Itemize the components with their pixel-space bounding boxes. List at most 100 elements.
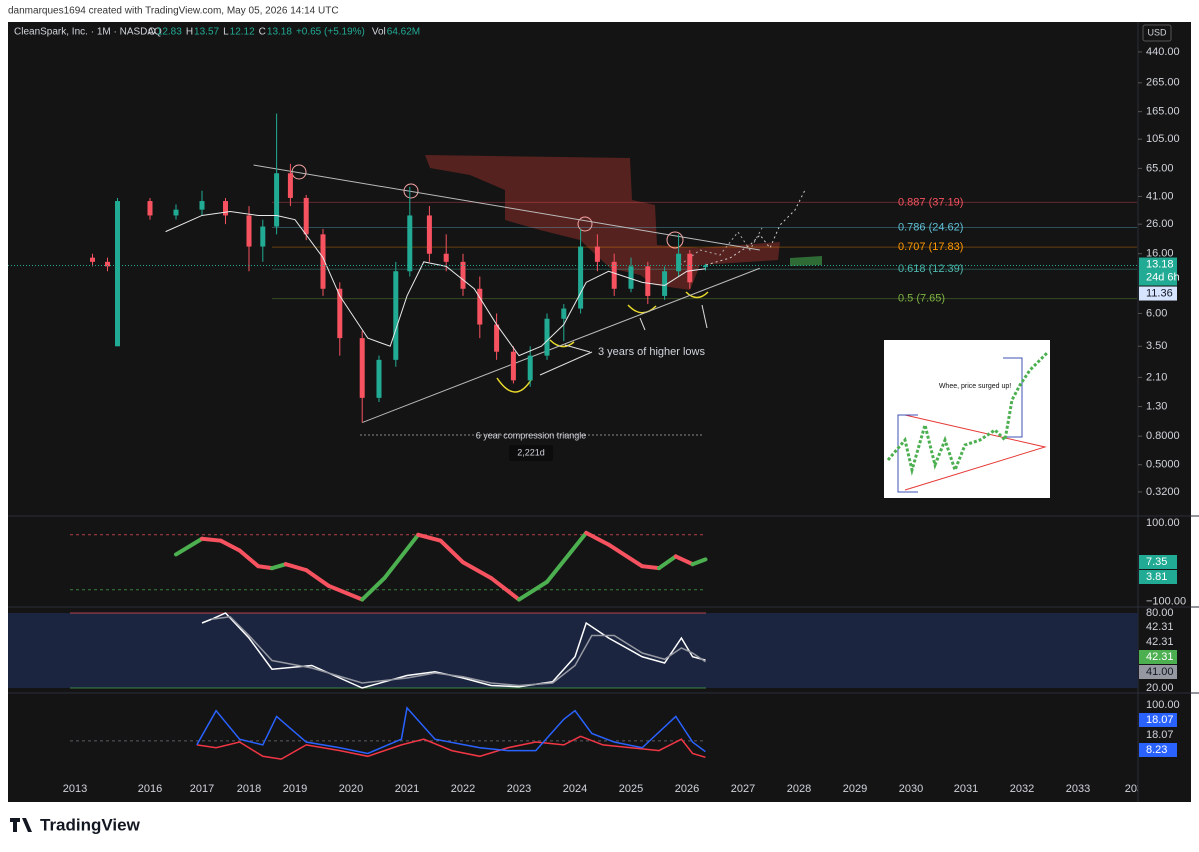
moving-average	[165, 211, 706, 357]
other-price: 11.36	[1146, 287, 1173, 299]
fib-label: 0.786 (24.62)	[898, 221, 963, 233]
indicator-line	[211, 615, 706, 687]
countdown: 24d 6h	[1146, 271, 1180, 283]
annotation: 3 years of higher lows	[598, 346, 705, 358]
inset-text: Whee, price surged up!	[939, 383, 1011, 390]
value-badge-bg	[1139, 650, 1177, 664]
x-tick-label: 2022	[451, 783, 475, 795]
y-tick-label: 26.00	[1146, 218, 1174, 230]
x-tick-label: 2028	[787, 783, 811, 795]
oscillator-segment	[218, 538, 242, 553]
x-tick-label: 2024	[563, 783, 587, 795]
value-badge: 7.35	[1146, 556, 1167, 568]
arrow	[564, 344, 591, 353]
y-tick-label: 1.30	[1146, 400, 1167, 412]
oscillator-segment	[640, 564, 661, 571]
candle-body	[611, 261, 617, 289]
value-badge: 18.07	[1146, 714, 1174, 726]
inset-candles	[886, 350, 1050, 476]
y-tick-label: 65.00	[1146, 162, 1174, 174]
y-tick-label: 6.00	[1146, 307, 1167, 319]
value-badge-bg	[1139, 635, 1177, 649]
value-badge: 3.81	[1146, 571, 1167, 583]
y-tick-label: 265.00	[1146, 77, 1180, 89]
oscillator-segment	[270, 562, 288, 571]
x-tick-label: 2019	[283, 783, 307, 795]
candle-body	[645, 266, 651, 296]
x-tick-label: 2016	[138, 783, 162, 795]
candle-body	[376, 359, 382, 398]
candle-body	[561, 308, 567, 319]
x-tick-label: 2018	[237, 783, 261, 795]
y-tick-label: 0.5000	[1146, 459, 1180, 471]
header-item: H	[186, 27, 193, 38]
y-tick-label: 3.50	[1146, 340, 1167, 352]
pane-band	[8, 613, 1138, 688]
candle-body	[147, 201, 153, 216]
y-tick-label: 105.00	[1146, 133, 1180, 145]
x-tick-label: 2033	[1066, 783, 1090, 795]
y-tick-label: 100.00	[1146, 699, 1180, 711]
x-tick-label: 2027	[731, 783, 755, 795]
x-tick-label: 2026	[675, 783, 699, 795]
x-tick-label: 2029	[843, 783, 867, 795]
header-item: 12.83	[157, 27, 182, 38]
y-tick-label: 0.3200	[1146, 486, 1180, 498]
arrow	[539, 351, 593, 376]
trendline	[362, 267, 760, 424]
oscillator-segment	[657, 554, 678, 571]
oscillator-segment	[304, 568, 331, 588]
plot: 3 years of higher lows 6 year compressio…	[8, 113, 1138, 760]
candle-body	[460, 261, 466, 289]
candle-body	[115, 201, 120, 347]
header-item: 64.62M	[387, 27, 420, 38]
touch-circle	[666, 231, 684, 249]
candle-body	[173, 209, 179, 216]
x-tick-label: 2025	[619, 783, 643, 795]
value-badge: 8.23	[1146, 744, 1167, 756]
y-tick-label: 80.00	[1146, 607, 1174, 619]
oscillator-segment	[461, 560, 493, 580]
candle-body	[443, 253, 449, 262]
oscillator-segment	[673, 554, 695, 567]
candle-body	[105, 261, 110, 267]
y-tick-label: 20.00	[1146, 682, 1174, 694]
oscillator-segment	[360, 575, 387, 602]
candle-body	[544, 318, 550, 356]
candle-body	[594, 246, 600, 262]
fib-label: 0.707 (17.83)	[898, 241, 963, 253]
candle-body	[662, 271, 668, 296]
candle-body	[199, 201, 205, 210]
candle-body	[494, 324, 500, 352]
oscillator-segment	[489, 575, 521, 602]
x-tick-label: 2023	[507, 783, 531, 795]
other-price-bg	[1139, 286, 1177, 301]
annotation: 6 year compression triangle	[476, 430, 587, 440]
header-item: L	[223, 27, 229, 38]
annotation: 2,221d	[517, 447, 545, 457]
x-tick-label: 2013	[63, 783, 87, 795]
oscillator-segment	[326, 583, 365, 602]
inset-bracket	[1003, 357, 1023, 438]
candle-body	[223, 201, 228, 216]
inset-triangle	[904, 414, 1047, 491]
value-badge-bg	[1139, 665, 1177, 679]
oscillator-segment	[438, 538, 465, 565]
last-price: 13.18	[1146, 258, 1174, 270]
candle-body	[393, 271, 399, 360]
candle-body	[246, 215, 252, 247]
last-price-bg	[1139, 257, 1177, 286]
oscillator-segment	[545, 530, 589, 584]
candle-body	[359, 338, 365, 398]
fib-label: 0.5 (7.65)	[898, 293, 945, 305]
y-tick-label: 16.00	[1146, 248, 1174, 260]
symbol-title: CleanSpark, Inc. · 1M · NASDAQ	[14, 27, 162, 38]
indicator-line	[196, 706, 706, 755]
oscillator-segment	[584, 530, 611, 547]
oscillator-segment	[382, 532, 421, 580]
value-badge-bg	[1139, 713, 1177, 727]
header-item: +0.65 (+5.19%)	[296, 27, 365, 38]
oscillator-segment	[237, 548, 261, 569]
header-item: 13.57	[194, 27, 219, 38]
currency-box	[1142, 24, 1172, 42]
